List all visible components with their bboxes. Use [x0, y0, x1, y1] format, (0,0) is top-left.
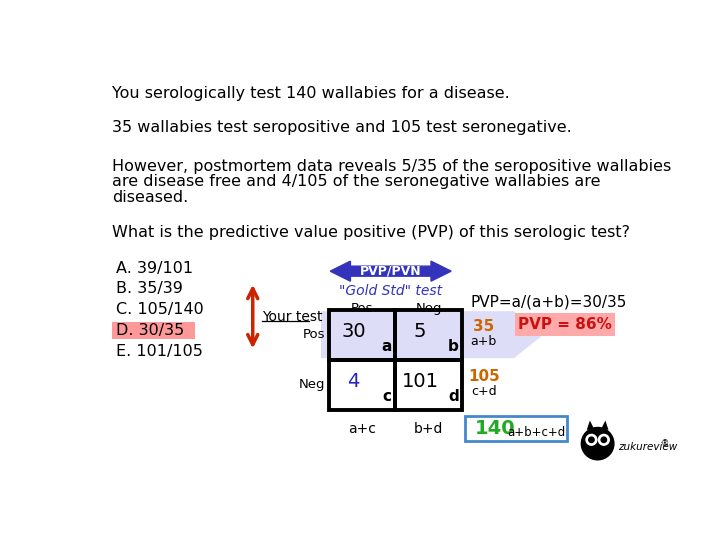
- Text: a+b+c+d: a+b+c+d: [508, 427, 566, 440]
- Bar: [329, 309, 395, 360]
- Text: c: c: [382, 389, 391, 404]
- Text: 101: 101: [402, 372, 438, 391]
- Text: 140: 140: [474, 418, 515, 438]
- Text: A. 39/101: A. 39/101: [116, 261, 193, 275]
- Text: However, postmortem data reveals 5/35 of the seropositive wallabies: However, postmortem data reveals 5/35 of…: [112, 159, 671, 174]
- FancyArrow shape: [330, 261, 391, 281]
- Text: Neg: Neg: [299, 378, 325, 392]
- Text: Neg: Neg: [415, 302, 442, 315]
- Text: 35: 35: [473, 319, 495, 334]
- Text: 4: 4: [347, 372, 359, 391]
- Text: Pos: Pos: [351, 302, 373, 315]
- Text: PVP = 86%: PVP = 86%: [518, 317, 612, 332]
- Text: a+b: a+b: [471, 335, 497, 348]
- Bar: [395, 360, 462, 410]
- Bar: [465, 416, 567, 441]
- Text: 35 wallabies test seropositive and 105 test seronegative.: 35 wallabies test seropositive and 105 t…: [112, 120, 572, 135]
- Text: B. 35/39: B. 35/39: [116, 281, 182, 296]
- Text: C. 105/140: C. 105/140: [116, 302, 203, 317]
- Text: E. 101/105: E. 101/105: [116, 344, 202, 359]
- Circle shape: [581, 428, 614, 460]
- Text: d: d: [448, 389, 459, 404]
- Text: b+d: b+d: [414, 422, 444, 436]
- Text: 105: 105: [468, 369, 500, 384]
- FancyArrow shape: [391, 261, 451, 281]
- Text: diseased.: diseased.: [112, 190, 188, 205]
- Polygon shape: [600, 421, 608, 430]
- Text: c+d: c+d: [471, 384, 497, 398]
- Text: PVP=a/(a+b)=30/35: PVP=a/(a+b)=30/35: [471, 294, 627, 309]
- Text: PVP/PVN: PVP/PVN: [360, 265, 421, 278]
- Circle shape: [589, 437, 594, 442]
- Text: "Gold Std" test: "Gold Std" test: [339, 284, 442, 298]
- Text: a+c: a+c: [348, 422, 376, 436]
- Text: 30: 30: [341, 322, 366, 341]
- Bar: [329, 360, 395, 410]
- Text: zukureview: zukureview: [618, 442, 677, 453]
- Text: You serologically test 140 wallabies for a disease.: You serologically test 140 wallabies for…: [112, 86, 510, 102]
- Text: are disease free and 4/105 of the seronegative wallabies are: are disease free and 4/105 of the serone…: [112, 174, 600, 189]
- Text: D. 30/35: D. 30/35: [116, 323, 184, 338]
- Circle shape: [586, 434, 597, 445]
- Text: Pos: Pos: [303, 328, 325, 341]
- Bar: [112, 322, 195, 339]
- Text: What is the predictive value positive (PVP) of this serologic test?: What is the predictive value positive (P…: [112, 225, 630, 240]
- Text: ®: ®: [661, 439, 670, 448]
- Circle shape: [601, 437, 606, 442]
- Text: a: a: [382, 339, 392, 354]
- Text: 5: 5: [414, 322, 426, 341]
- Bar: [395, 309, 462, 360]
- Circle shape: [598, 434, 609, 445]
- FancyArrow shape: [321, 311, 544, 358]
- Polygon shape: [587, 421, 595, 430]
- Text: b: b: [448, 339, 459, 354]
- Text: Your test: Your test: [262, 309, 323, 323]
- Bar: [515, 313, 616, 336]
